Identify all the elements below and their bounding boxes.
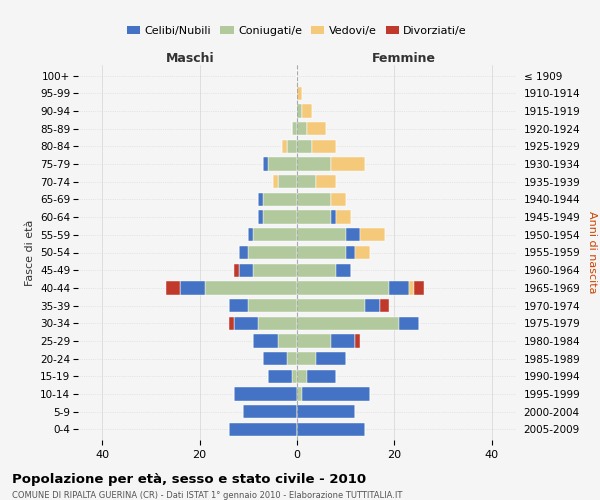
Bar — [263, 193, 297, 206]
Bar — [399, 316, 419, 330]
Bar — [297, 388, 302, 400]
Bar — [239, 246, 248, 259]
Bar — [409, 281, 414, 294]
Bar — [297, 423, 365, 436]
Legend: Celibi/Nubili, Coniugati/e, Vedovi/e, Divorziati/e: Celibi/Nubili, Coniugati/e, Vedovi/e, Di… — [122, 22, 472, 40]
Bar — [297, 104, 302, 118]
Bar — [316, 175, 336, 188]
Bar — [360, 228, 385, 241]
Bar — [336, 210, 350, 224]
Bar — [302, 388, 370, 400]
Bar — [297, 210, 331, 224]
Bar — [248, 246, 297, 259]
Bar — [268, 370, 292, 383]
Bar — [346, 228, 360, 241]
Bar — [263, 352, 287, 366]
Bar — [297, 228, 346, 241]
Bar — [331, 193, 346, 206]
Bar — [355, 334, 360, 347]
Bar — [297, 246, 346, 259]
Bar — [316, 352, 346, 366]
Bar — [166, 281, 180, 294]
Y-axis label: Anni di nascita: Anni di nascita — [587, 211, 597, 294]
Bar — [278, 175, 297, 188]
Bar — [297, 281, 389, 294]
Bar — [346, 246, 355, 259]
Y-axis label: Fasce di età: Fasce di età — [25, 220, 35, 286]
Bar — [297, 140, 311, 153]
Bar — [239, 264, 253, 277]
Bar — [253, 264, 297, 277]
Bar — [297, 352, 316, 366]
Bar — [331, 334, 355, 347]
Bar — [297, 175, 316, 188]
Bar — [272, 175, 278, 188]
Bar — [336, 264, 350, 277]
Bar — [248, 228, 253, 241]
Text: Femmine: Femmine — [372, 52, 436, 65]
Bar — [297, 193, 331, 206]
Bar — [307, 122, 326, 136]
Bar — [292, 370, 297, 383]
Bar — [297, 316, 399, 330]
Bar — [365, 299, 380, 312]
Bar — [297, 122, 307, 136]
Bar — [287, 352, 297, 366]
Bar — [414, 281, 424, 294]
Bar — [380, 299, 389, 312]
Bar — [180, 281, 205, 294]
Bar — [278, 334, 297, 347]
Bar — [253, 334, 278, 347]
Bar — [258, 316, 297, 330]
Bar — [234, 264, 239, 277]
Bar — [292, 122, 297, 136]
Bar — [355, 246, 370, 259]
Bar — [389, 281, 409, 294]
Bar — [205, 281, 297, 294]
Bar — [297, 158, 331, 170]
Bar — [302, 104, 311, 118]
Bar — [297, 299, 365, 312]
Text: Popolazione per età, sesso e stato civile - 2010: Popolazione per età, sesso e stato civil… — [12, 472, 366, 486]
Bar — [229, 423, 297, 436]
Bar — [244, 405, 297, 418]
Text: Maschi: Maschi — [166, 52, 214, 65]
Bar — [229, 299, 248, 312]
Bar — [283, 140, 287, 153]
Bar — [234, 388, 297, 400]
Bar — [307, 370, 336, 383]
Bar — [268, 158, 297, 170]
Bar — [331, 210, 336, 224]
Bar — [297, 264, 336, 277]
Bar — [258, 210, 263, 224]
Bar — [258, 193, 263, 206]
Bar — [263, 158, 268, 170]
Bar — [234, 316, 258, 330]
Bar — [297, 405, 355, 418]
Bar — [248, 299, 297, 312]
Bar — [263, 210, 297, 224]
Bar — [297, 86, 302, 100]
Bar — [297, 370, 307, 383]
Bar — [287, 140, 297, 153]
Bar — [331, 158, 365, 170]
Text: COMUNE DI RIPALTA GUERINA (CR) - Dati ISTAT 1° gennaio 2010 - Elaborazione TUTTI: COMUNE DI RIPALTA GUERINA (CR) - Dati IS… — [12, 491, 403, 500]
Bar — [311, 140, 336, 153]
Bar — [297, 334, 331, 347]
Bar — [253, 228, 297, 241]
Bar — [229, 316, 234, 330]
